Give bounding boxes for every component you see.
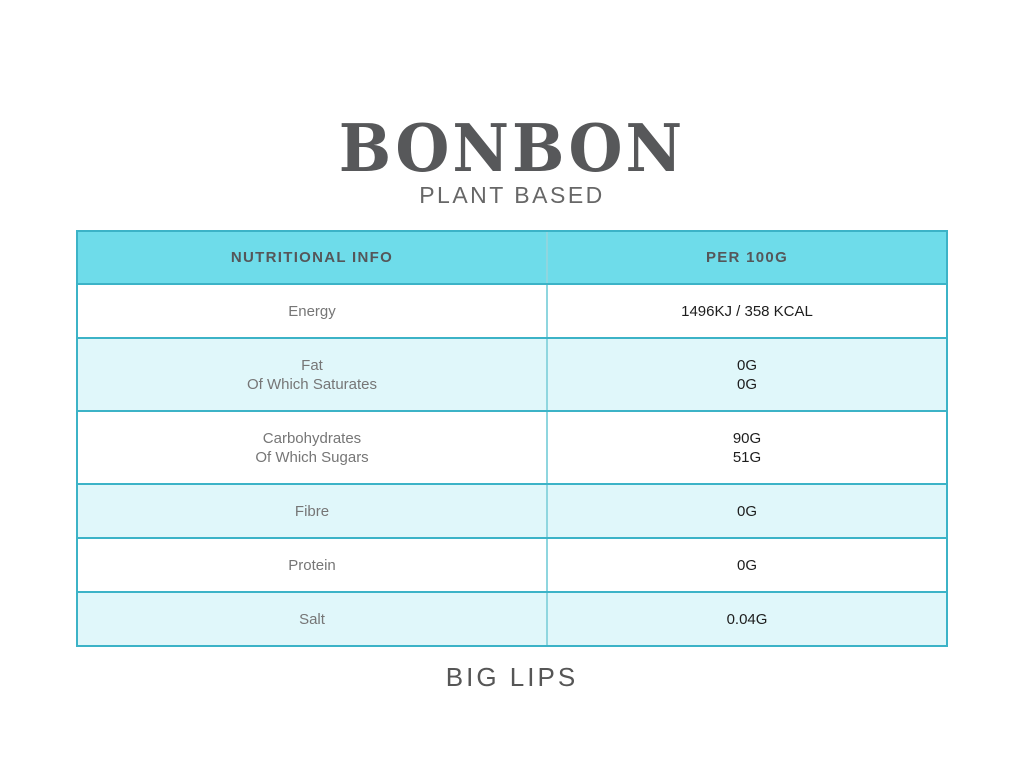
brand-block: BONBON PLANT BASED [338, 110, 686, 209]
row-value: 1496KJ / 358 KCAL [681, 302, 813, 320]
row-label: Carbohydrates Of Which Sugars [78, 412, 548, 483]
row-value: 0G [736, 556, 757, 574]
row-label: Fibre [78, 485, 548, 537]
brand-logo-text: BONBON [338, 110, 686, 187]
row-label: Salt [78, 593, 548, 645]
product-name-text: BIG LIPS [445, 662, 579, 692]
table-row-salt: Salt 0.04G [78, 591, 946, 645]
table-row-carbohydrates: Carbohydrates Of Which Sugars 90G 51G [78, 410, 946, 483]
row-label: Fat Of Which Saturates [78, 339, 548, 410]
row-value: 90G 51G [732, 429, 762, 466]
table-header-row: NUTRITIONAL INFO PER 100G [78, 232, 946, 283]
table-row-energy: Energy 1496KJ / 358 KCAL [78, 283, 946, 337]
row-label: Protein [78, 539, 548, 591]
row-label: Energy [78, 285, 548, 337]
nutrition-table: NUTRITIONAL INFO PER 100G Energy 1496KJ … [76, 230, 948, 647]
table-row-fat: Fat Of Which Saturates 0G 0G [78, 337, 946, 410]
row-value: 0G [736, 502, 757, 520]
table-header-nutritional-info: NUTRITIONAL INFO [78, 232, 548, 283]
table-header-per-100g: PER 100G [705, 249, 789, 266]
row-value: 0.04G [726, 610, 768, 628]
table-row-fibre: Fibre 0G [78, 483, 946, 537]
table-row-protein: Protein 0G [78, 537, 946, 591]
row-value: 0G 0G [736, 356, 757, 393]
brand-tagline: PLANT BASED [419, 182, 605, 208]
